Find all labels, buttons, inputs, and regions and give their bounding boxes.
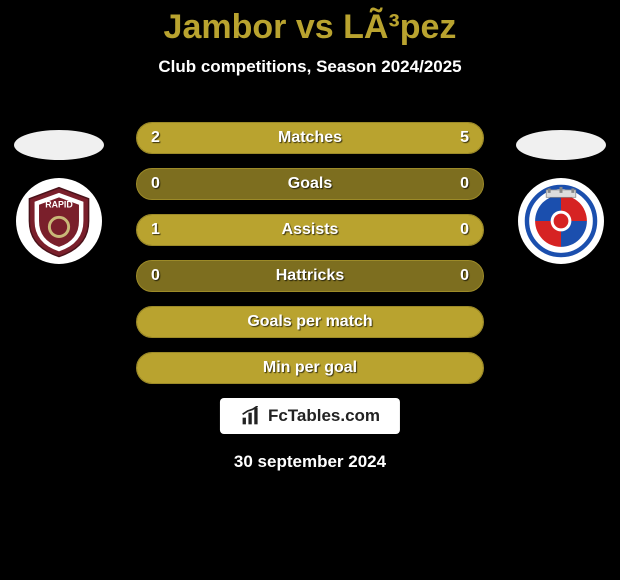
stat-value-left: 0 [151, 267, 160, 285]
stat-row-assists: 1 Assists 0 [136, 214, 484, 246]
stat-value-right: 0 [460, 267, 469, 285]
stats-container: 2 Matches 5 0 Goals 0 1 Assists 0 0 Hatt… [136, 122, 484, 398]
vs-text: vs [296, 8, 334, 46]
stat-label: Assists [282, 221, 339, 239]
rapid-crest-icon: RAPID [22, 184, 96, 258]
stat-label: Min per goal [263, 359, 357, 377]
stat-value-right: 5 [460, 129, 469, 147]
stat-fill-right [234, 123, 483, 153]
player1-photo-placeholder [14, 130, 104, 160]
subtitle: Club competitions, Season 2024/2025 [0, 57, 620, 77]
botosani-crest-icon [524, 184, 598, 258]
player2-name: LÃ³pez [343, 8, 456, 46]
stat-value-left: 1 [151, 221, 160, 239]
player1-name: Jambor [164, 8, 287, 46]
footer-date: 30 september 2024 [0, 452, 620, 472]
stat-label: Hattricks [276, 267, 344, 285]
stat-label: Goals [288, 175, 332, 193]
page-title: Jambor vs LÃ³pez [0, 0, 620, 47]
stat-row-hattricks: 0 Hattricks 0 [136, 260, 484, 292]
stat-value-left: 0 [151, 175, 160, 193]
stat-row-goals: 0 Goals 0 [136, 168, 484, 200]
chart-icon [240, 406, 262, 426]
stat-row-goals-per-match: Goals per match [136, 306, 484, 338]
club-badge-right [518, 178, 604, 264]
stat-row-matches: 2 Matches 5 [136, 122, 484, 154]
player2-photo-placeholder [516, 130, 606, 160]
stat-row-min-per-goal: Min per goal [136, 352, 484, 384]
stat-value-left: 2 [151, 129, 160, 147]
brand-logo: FcTables.com [220, 398, 400, 434]
stat-value-right: 0 [460, 175, 469, 193]
brand-text: FcTables.com [268, 406, 380, 426]
stat-label: Goals per match [247, 313, 372, 331]
club-badge-left: RAPID [16, 178, 102, 264]
svg-text:RAPID: RAPID [45, 200, 73, 210]
stat-value-right: 0 [460, 221, 469, 239]
stat-label: Matches [278, 129, 342, 147]
